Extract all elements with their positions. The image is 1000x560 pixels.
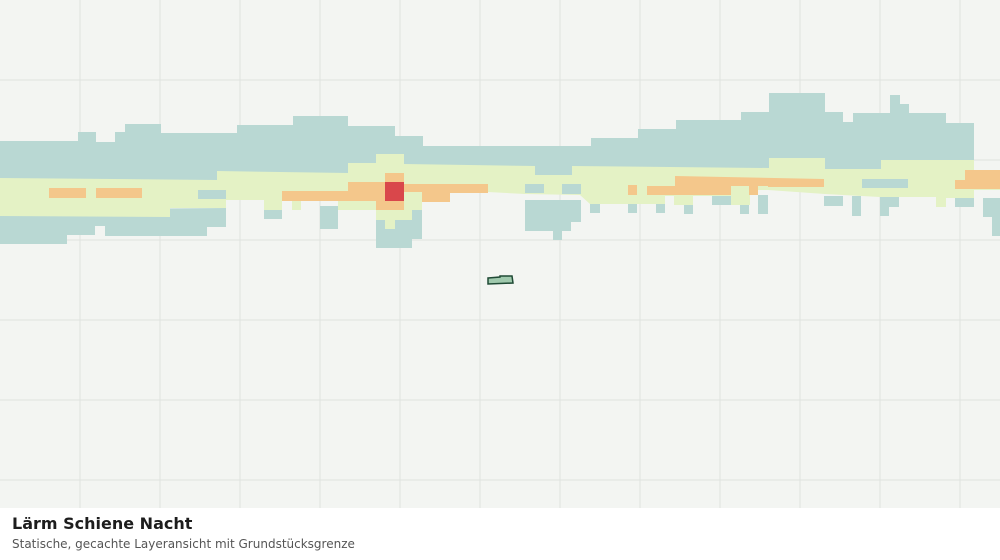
noise-zone-high bbox=[96, 188, 142, 198]
noise-zone-high bbox=[955, 170, 1000, 189]
noise-zone-low bbox=[525, 200, 581, 240]
noise-zone-low bbox=[824, 196, 843, 206]
noise-zone-high bbox=[49, 188, 86, 198]
parcel-boundary bbox=[487, 275, 514, 285]
noise-zone-low bbox=[0, 208, 226, 244]
noise-zone-low bbox=[562, 184, 581, 194]
noise-zone-low bbox=[656, 202, 665, 213]
map-background bbox=[0, 0, 1000, 508]
caption: Lärm Schiene Nacht Statische, gecachte L… bbox=[0, 508, 1000, 560]
noise-zone-low bbox=[198, 190, 226, 199]
noise-zone-low bbox=[955, 196, 974, 207]
map bbox=[0, 0, 1000, 508]
noise-zone-low bbox=[740, 202, 749, 214]
map-title: Lärm Schiene Nacht bbox=[12, 514, 193, 533]
noise-zone-low bbox=[590, 200, 600, 213]
noise-zone-high bbox=[628, 185, 637, 195]
noise-zone-low bbox=[628, 196, 637, 213]
noise-layer bbox=[0, 93, 1000, 248]
map-subtitle: Statische, gecachte Layeransicht mit Gru… bbox=[12, 537, 355, 551]
noise-zone-low bbox=[684, 202, 693, 214]
noise-zone-low bbox=[862, 179, 908, 188]
noise-zone-low bbox=[983, 198, 1000, 236]
noise-zone-low bbox=[712, 195, 731, 205]
noise-zone-low bbox=[880, 196, 899, 216]
noise-zone-low bbox=[852, 196, 861, 216]
noise-zone-medium bbox=[0, 154, 1000, 229]
noise-zone-low bbox=[0, 93, 1000, 190]
noise-zone-very-high bbox=[385, 182, 404, 201]
noise-zone-low bbox=[758, 195, 768, 214]
noise-zone-low bbox=[320, 206, 338, 229]
noise-zone-high bbox=[647, 176, 824, 195]
noise-zone-low bbox=[525, 184, 544, 193]
